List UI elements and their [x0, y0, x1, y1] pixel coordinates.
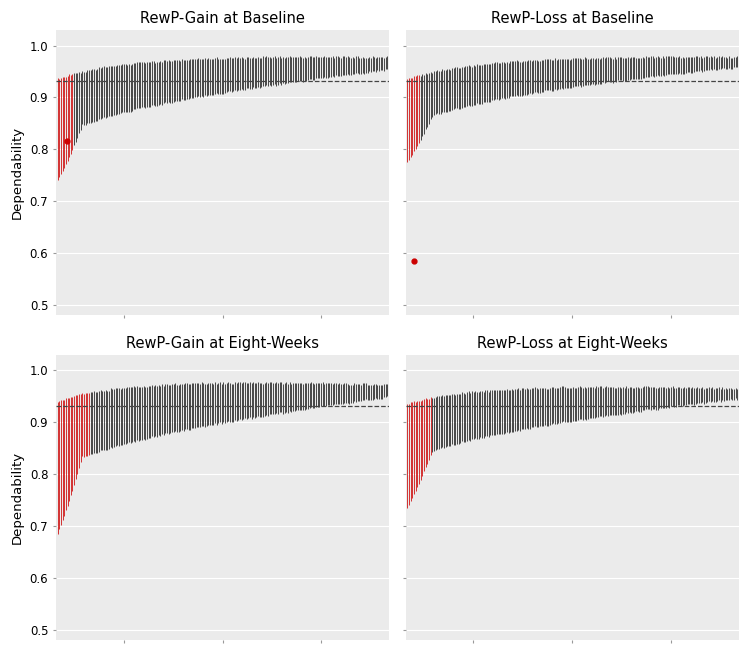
Y-axis label: Dependability: Dependability	[11, 126, 24, 219]
Y-axis label: Dependability: Dependability	[11, 450, 24, 544]
Title: RewP-Gain at Baseline: RewP-Gain at Baseline	[140, 11, 305, 26]
Title: RewP-Loss at Baseline: RewP-Loss at Baseline	[491, 11, 654, 26]
Title: RewP-Gain at Eight-Weeks: RewP-Gain at Eight-Weeks	[126, 336, 319, 351]
Title: RewP-Loss at Eight-Weeks: RewP-Loss at Eight-Weeks	[477, 336, 668, 351]
